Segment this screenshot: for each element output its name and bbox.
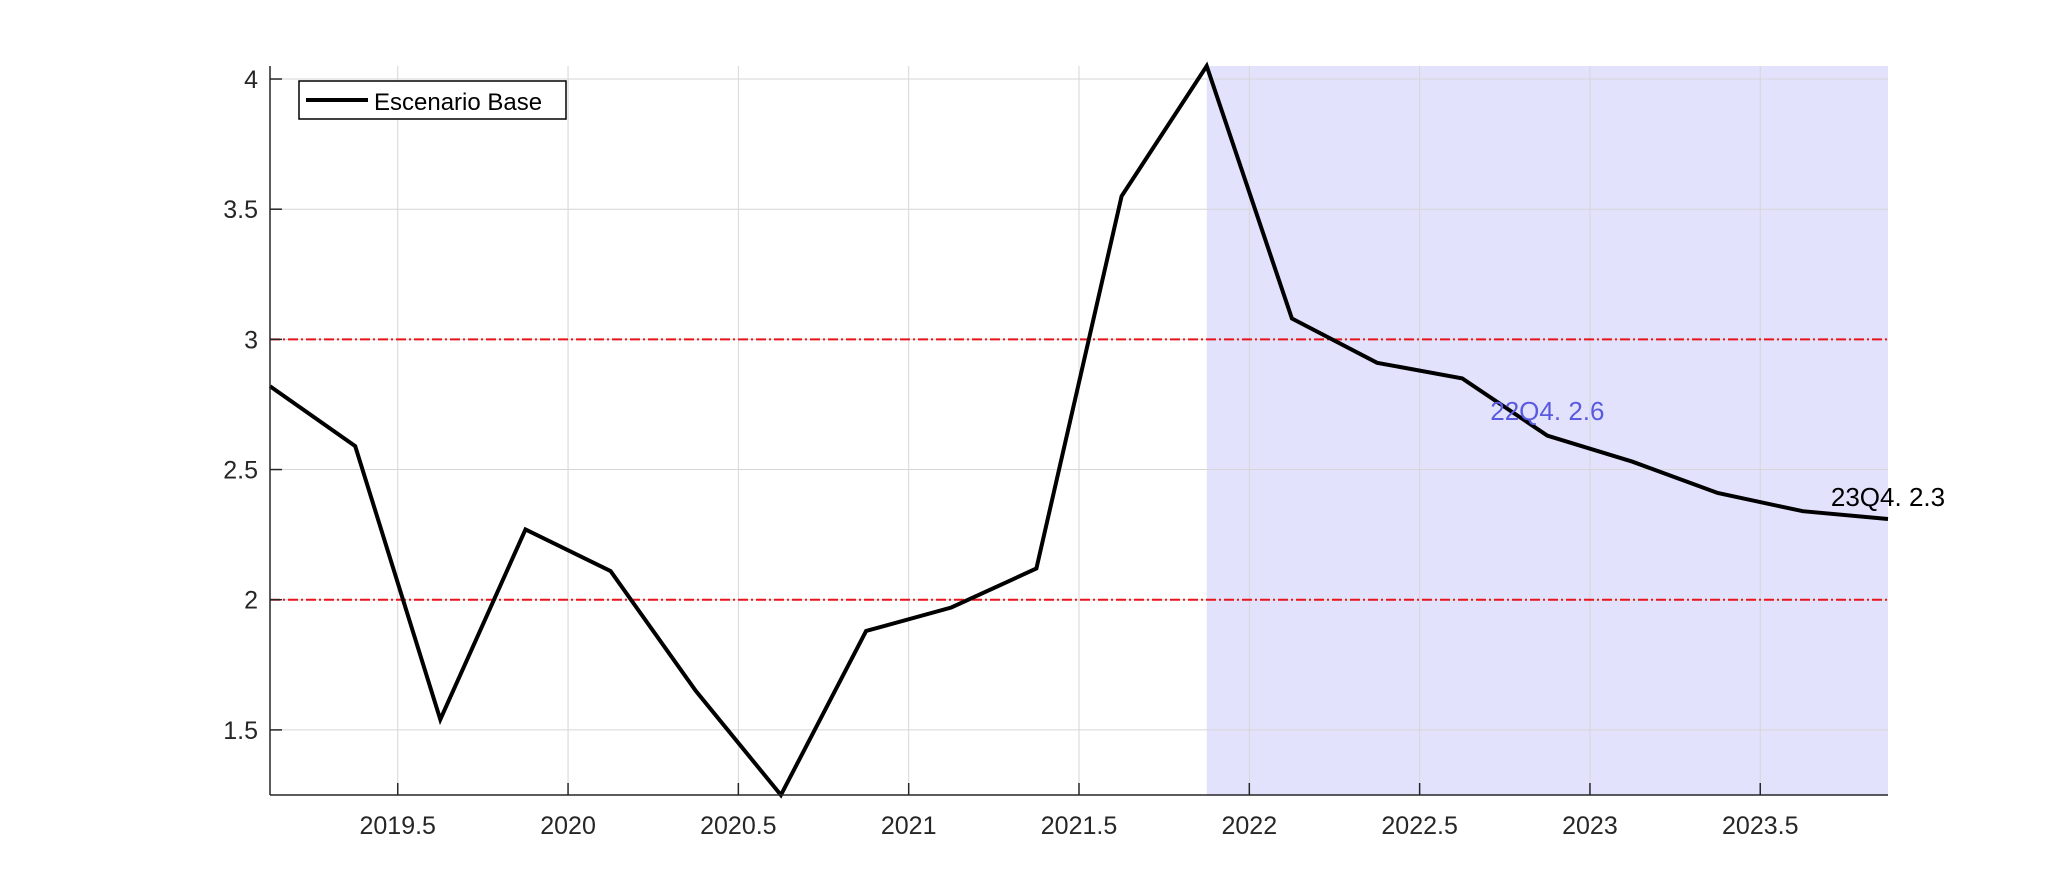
x-tick-label: 2020 [540,812,596,840]
x-tick-label: 2023 [1562,812,1618,840]
series-line-escenario-base [268,61,1889,799]
y-tick-label: 3.5 [223,196,258,224]
grid-lines [270,66,1888,795]
x-tick-label: 2023.5 [1722,812,1798,840]
forecast-shaded-region [1206,66,1888,795]
tick-labels: 2019.5 2020 2020.5 2021 2021.5 2022 2022.5 2023… [223,66,1798,840]
x-tick-label: 2021.5 [1041,812,1117,840]
x-tick-label: 2020.5 [700,812,776,840]
annotation-22q4: 22Q4. 2.6 [1490,396,1604,426]
x-tick-label: 2021 [881,812,937,840]
x-tick-label: 2019.5 [360,812,436,840]
legend[interactable]: Escenario Base [298,80,567,120]
y-tick-label: 4 [244,66,258,94]
x-tick-label: 2022 [1222,812,1278,840]
y-tick-label: 2.5 [223,457,258,485]
x-tick-label: 2022.5 [1381,812,1457,840]
y-tick-label: 3 [244,326,258,354]
y-tick-label: 1.5 [223,717,258,745]
annotations: 22Q4. 2.6 23Q4. 2.3 [1490,396,1945,512]
y-tick-label: 2 [244,587,258,615]
annotation-23q4: 23Q4. 2.3 [1831,482,1945,512]
legend-label-escenario-base: Escenario Base [374,89,542,116]
